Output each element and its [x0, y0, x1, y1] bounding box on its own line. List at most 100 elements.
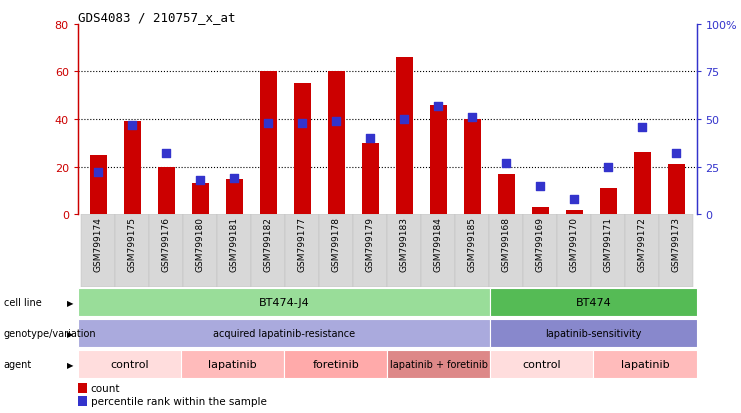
- Text: GSM799177: GSM799177: [298, 217, 307, 272]
- Bar: [625, 215, 659, 287]
- Bar: [284, 351, 387, 378]
- Text: ▶: ▶: [67, 298, 73, 307]
- Text: GSM799181: GSM799181: [230, 217, 239, 272]
- Bar: [659, 215, 693, 287]
- Point: [330, 119, 342, 125]
- Bar: [668, 165, 685, 215]
- Bar: [565, 210, 582, 215]
- Bar: [78, 383, 87, 393]
- Bar: [328, 72, 345, 215]
- Point: [296, 120, 308, 127]
- Text: percentile rank within the sample: percentile rank within the sample: [91, 396, 267, 406]
- Text: BT474: BT474: [576, 297, 611, 307]
- Bar: [387, 351, 491, 378]
- Bar: [78, 289, 491, 316]
- Bar: [591, 215, 625, 287]
- Bar: [362, 144, 379, 215]
- Text: GSM799179: GSM799179: [365, 217, 375, 272]
- Bar: [217, 215, 251, 287]
- Bar: [430, 106, 447, 215]
- Point: [398, 116, 410, 123]
- Bar: [387, 215, 421, 287]
- Bar: [259, 72, 276, 215]
- Point: [568, 196, 580, 203]
- Text: count: count: [91, 383, 120, 393]
- Point: [534, 183, 546, 190]
- Text: GSM799174: GSM799174: [93, 217, 103, 272]
- Bar: [491, 320, 697, 347]
- Point: [500, 160, 512, 167]
- Text: GSM799172: GSM799172: [638, 217, 647, 272]
- Bar: [489, 215, 523, 287]
- Bar: [491, 289, 697, 316]
- Text: foretinib: foretinib: [312, 359, 359, 369]
- Bar: [353, 215, 387, 287]
- Bar: [498, 174, 515, 215]
- Bar: [226, 179, 243, 215]
- Bar: [78, 320, 491, 347]
- Point: [194, 177, 206, 184]
- Bar: [90, 155, 107, 215]
- Bar: [78, 396, 87, 406]
- Bar: [455, 215, 489, 287]
- Text: GSM799176: GSM799176: [162, 217, 170, 272]
- Point: [228, 176, 240, 182]
- Bar: [181, 351, 284, 378]
- Bar: [634, 153, 651, 215]
- Bar: [396, 58, 413, 215]
- Text: GSM799180: GSM799180: [196, 217, 205, 272]
- Point: [466, 114, 478, 121]
- Text: GSM799171: GSM799171: [604, 217, 613, 272]
- Bar: [124, 122, 141, 215]
- Point: [262, 120, 274, 127]
- Text: GSM799175: GSM799175: [127, 217, 136, 272]
- Text: control: control: [110, 359, 149, 369]
- Text: GSM799182: GSM799182: [264, 217, 273, 272]
- Bar: [464, 120, 481, 215]
- Bar: [594, 351, 697, 378]
- Bar: [78, 351, 181, 378]
- Bar: [192, 184, 209, 215]
- Text: ▶: ▶: [67, 329, 73, 338]
- Text: GSM799169: GSM799169: [536, 217, 545, 272]
- Bar: [531, 208, 548, 215]
- Point: [93, 170, 104, 176]
- Bar: [251, 215, 285, 287]
- Bar: [183, 215, 217, 287]
- Text: acquired lapatinib-resistance: acquired lapatinib-resistance: [213, 328, 355, 338]
- Bar: [421, 215, 455, 287]
- Text: GSM799178: GSM799178: [332, 217, 341, 272]
- Text: GSM799184: GSM799184: [433, 217, 442, 272]
- Bar: [293, 84, 310, 215]
- Text: GSM799173: GSM799173: [671, 217, 681, 272]
- Point: [670, 151, 682, 157]
- Bar: [115, 215, 149, 287]
- Text: lapatinib + foretinib: lapatinib + foretinib: [390, 359, 488, 369]
- Text: BT474-J4: BT474-J4: [259, 297, 310, 307]
- Text: genotype/variation: genotype/variation: [4, 328, 96, 339]
- Text: GSM799185: GSM799185: [468, 217, 476, 272]
- Bar: [319, 215, 353, 287]
- Bar: [149, 215, 183, 287]
- Bar: [599, 189, 617, 215]
- Bar: [82, 215, 115, 287]
- Bar: [158, 167, 175, 215]
- Point: [126, 122, 138, 129]
- Bar: [285, 215, 319, 287]
- Bar: [523, 215, 557, 287]
- Text: GDS4083 / 210757_x_at: GDS4083 / 210757_x_at: [78, 11, 236, 24]
- Text: agent: agent: [4, 359, 32, 370]
- Point: [602, 164, 614, 171]
- Bar: [557, 215, 591, 287]
- Point: [637, 124, 648, 131]
- Text: lapatinib: lapatinib: [208, 359, 257, 369]
- Text: cell line: cell line: [4, 297, 41, 308]
- Text: GSM799183: GSM799183: [399, 217, 409, 272]
- Text: lapatinib-sensitivity: lapatinib-sensitivity: [545, 328, 642, 338]
- Text: lapatinib: lapatinib: [621, 359, 669, 369]
- Text: GSM799168: GSM799168: [502, 217, 511, 272]
- Text: ▶: ▶: [67, 360, 73, 369]
- Point: [365, 135, 376, 142]
- Text: GSM799170: GSM799170: [570, 217, 579, 272]
- Bar: [491, 351, 594, 378]
